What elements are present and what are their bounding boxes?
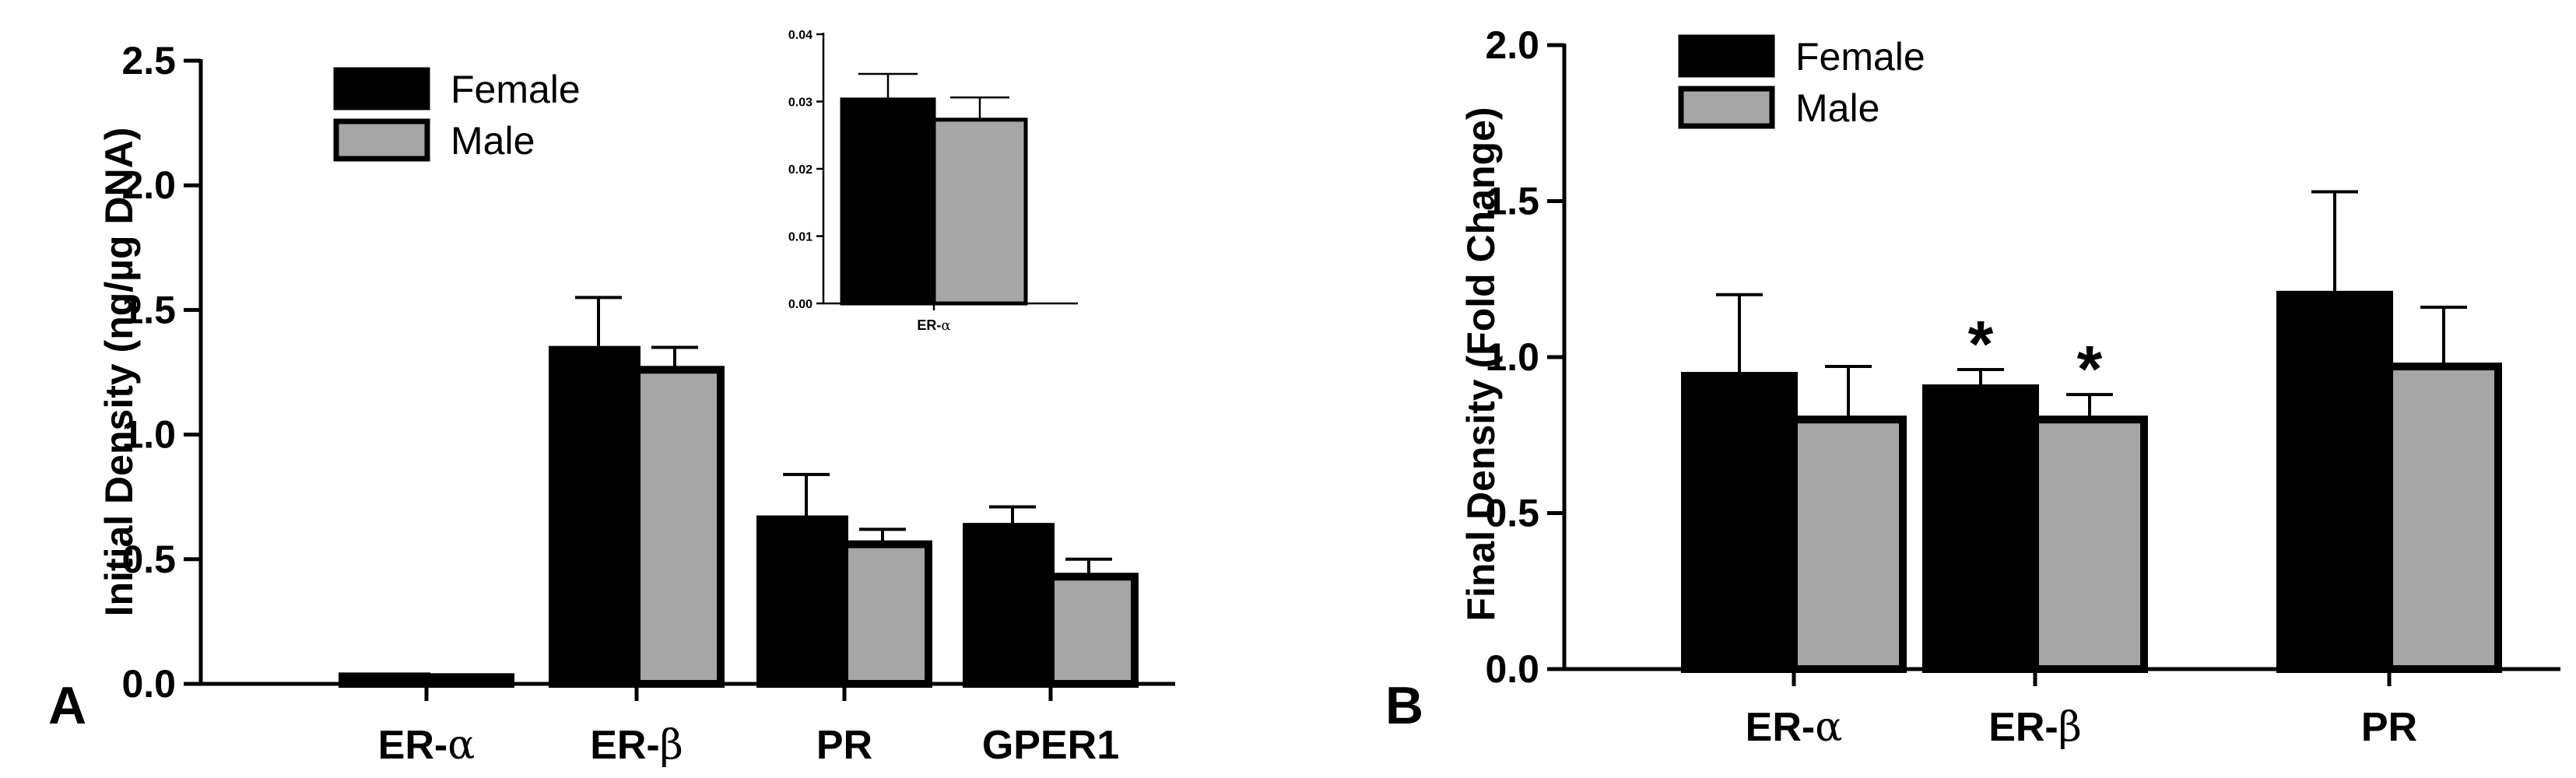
panel-a-bar-male xyxy=(1047,573,1139,689)
panel-a-y-axis-title: Initial Density (ng/µg DNA) xyxy=(97,128,141,617)
panel-b-x-tick-label: ER-α xyxy=(1746,704,1843,751)
inset-bar-female xyxy=(840,97,936,306)
panel-b-significance-asterisk: * xyxy=(1968,307,1994,380)
legend-swatch-female xyxy=(1678,34,1775,78)
inset-y-tick-label: 0.04 xyxy=(788,29,812,42)
legend-label-female: Female xyxy=(451,68,581,111)
panel-a-y-tick-label: 0.0 xyxy=(121,662,176,706)
legend-swatch-male xyxy=(333,118,430,162)
panel-b-legend: Female Male xyxy=(1678,34,1925,130)
panel-a-bar-male xyxy=(841,540,932,688)
panel-a-chart: A Initial Density (ng/µg DNA) 0.000.010.… xyxy=(48,29,1175,769)
legend-label-male: Male xyxy=(451,119,535,163)
panel-a-bar-male xyxy=(633,366,725,688)
inset-bar-male xyxy=(932,117,1028,306)
panel-b-bar-female xyxy=(1922,384,2039,673)
inset-x-tick-label: ER-α xyxy=(917,317,950,334)
panel-b-y-tick-label: 2.0 xyxy=(1485,23,1539,67)
inset-y-tick-label: 0.00 xyxy=(788,298,812,311)
panel-b-x-tick-label: ER-β xyxy=(1988,704,2082,751)
panel-b-y-tick-label: 1.0 xyxy=(1485,335,1539,379)
panel-b-y-tick-label: 1.5 xyxy=(1485,180,1539,223)
panel-b-y-axis-title: Final Density (Fold Change) xyxy=(1459,107,1503,621)
panel-b-bar-male xyxy=(2385,363,2502,673)
legend-swatch-male xyxy=(1678,86,1775,129)
panel-b-y-tick-label: 0.0 xyxy=(1485,647,1539,691)
panel-a-letter: A xyxy=(48,676,86,735)
panel-b-letter: B xyxy=(1385,676,1423,735)
panel-b-y-tick-label: 0.5 xyxy=(1485,492,1539,535)
panel-a-y-tick-label: 2.5 xyxy=(121,39,176,82)
panel-a-x-tick-label: ER-α xyxy=(378,722,476,769)
panel-a-bar-female xyxy=(756,515,848,689)
inset-y-tick-label: 0.02 xyxy=(788,163,812,177)
panel-a-axes xyxy=(198,59,1175,686)
panel-a-y-tick-label: 1.5 xyxy=(121,288,176,331)
panel-a-x-tick-label: PR xyxy=(816,723,872,768)
panel-b-bar-female xyxy=(1681,372,1798,673)
panel-b-significance-asterisk: * xyxy=(2077,332,2103,405)
inset-axes xyxy=(822,33,1078,305)
inset-y-tick-label: 0.01 xyxy=(788,231,812,244)
panel-a-x-tick-label: GPER1 xyxy=(982,723,1119,768)
legend-label-female: Female xyxy=(1795,35,1925,79)
panel-a-bar-female xyxy=(549,345,640,688)
legend-swatch-female xyxy=(333,67,430,110)
panel-a-x-tick-label: ER-β xyxy=(590,722,683,769)
inset-y-tick-label: 0.03 xyxy=(788,96,812,110)
panel-a-y-tick-label: 2.0 xyxy=(121,163,176,207)
legend-label-male: Male xyxy=(1795,86,1879,130)
panel-b-axes xyxy=(1562,44,2560,671)
panel-a-legend: Female Male xyxy=(333,67,581,163)
panel-a-bar-female xyxy=(963,523,1055,689)
panel-b-bar-male xyxy=(2031,415,2148,673)
panel-a-y-tick-label: 1.0 xyxy=(121,413,176,457)
panel-b-bar-male xyxy=(1790,415,1907,673)
panel-a-inset-chart: 0.00 0.01 0.02 0.03 0.04 ER-α xyxy=(788,29,1078,334)
panel-b-chart: B Final Density (Fold Change) 0.0 0.5 1.0 1… xyxy=(1385,23,2560,751)
panel-b-x-tick-label: PR xyxy=(2361,705,2417,750)
panel-a-y-tick-label: 0.5 xyxy=(121,538,176,581)
panel-b-bar-female xyxy=(2276,290,2393,673)
